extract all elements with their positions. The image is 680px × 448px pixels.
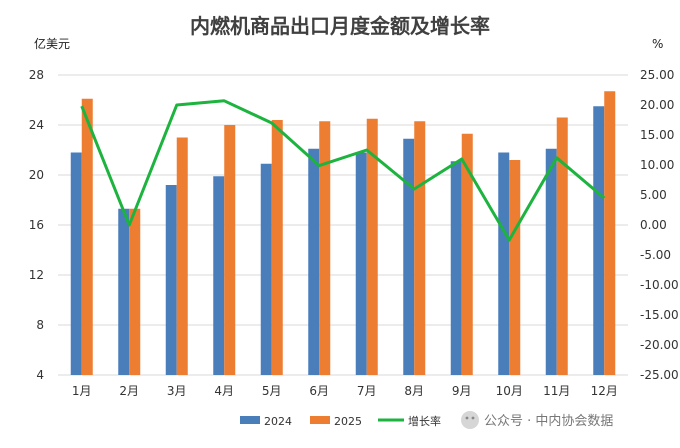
x-tick-label: 8月 bbox=[404, 384, 424, 398]
x-tick-label: 9月 bbox=[452, 384, 472, 398]
right-tick-label: 0.00 bbox=[640, 218, 667, 232]
growth-rate-line bbox=[80, 99, 606, 242]
left-tick-label: 4 bbox=[36, 368, 44, 382]
bar-2025-2月 bbox=[129, 208, 141, 375]
bar-2024-11月 bbox=[545, 148, 557, 375]
legend-label: 2025 bbox=[334, 415, 362, 428]
left-axis-unit: 亿美元 bbox=[34, 36, 70, 51]
bar-2025-6月 bbox=[319, 121, 331, 375]
left-tick-label: 20 bbox=[29, 168, 44, 182]
bar-2024-7月 bbox=[355, 152, 367, 375]
bar-2024-6月 bbox=[308, 148, 320, 375]
right-tick-label: 10.00 bbox=[640, 158, 674, 172]
x-tick-label: 5月 bbox=[262, 384, 282, 398]
bar-2025-4月 bbox=[224, 125, 236, 375]
watermark-text: 公众号 · 中内协会数据 bbox=[484, 413, 613, 429]
bar-2024-10月 bbox=[498, 152, 510, 375]
gridlines bbox=[58, 74, 628, 376]
bar-2025-11月 bbox=[556, 117, 568, 375]
legend-swatch bbox=[310, 416, 330, 424]
x-axis-ticks: 1月 2月 3月 4月 5月 6月 7月 8月 9月 10月 11月 12月 bbox=[72, 384, 618, 398]
x-tick-label: 1月 bbox=[72, 384, 92, 398]
right-tick-label: 15.00 bbox=[640, 128, 674, 142]
bar-2025-9月 bbox=[461, 133, 473, 375]
x-tick-label: 6月 bbox=[309, 384, 329, 398]
left-axis-ticks: 4 8 12 16 20 24 28 bbox=[29, 68, 44, 382]
right-tick-label: 25.00 bbox=[640, 68, 674, 82]
right-tick-label: -10.00 bbox=[640, 278, 679, 292]
x-tick-label: 4月 bbox=[214, 384, 234, 398]
right-tick-label: -25.00 bbox=[640, 368, 679, 382]
legend-swatch bbox=[240, 416, 260, 424]
bar-2024-4月 bbox=[213, 176, 225, 375]
x-tick-label: 7月 bbox=[357, 384, 377, 398]
bar-2025-10月 bbox=[509, 160, 521, 375]
right-tick-label: -15.00 bbox=[640, 308, 679, 322]
right-axis-unit: % bbox=[652, 37, 663, 51]
left-tick-label: 12 bbox=[29, 268, 44, 282]
x-tick-label: 3月 bbox=[167, 384, 187, 398]
bar-2024-1月 bbox=[70, 152, 82, 375]
x-tick-label: 12月 bbox=[591, 384, 618, 398]
bar-2024-12月 bbox=[593, 106, 605, 375]
x-tick-label: 2月 bbox=[119, 384, 139, 398]
bar-series bbox=[70, 91, 616, 375]
left-tick-label: 24 bbox=[29, 118, 44, 132]
bar-2024-3月 bbox=[165, 185, 177, 375]
bar-2024-9月 bbox=[450, 161, 462, 375]
right-axis-ticks: -25.00 -20.00 -15.00 -10.00 -5.00 0.00 5.00 10.… bbox=[640, 68, 679, 382]
right-tick-label: 20.00 bbox=[640, 98, 674, 112]
bar-2024-2月 bbox=[118, 208, 130, 375]
bar-2025-3月 bbox=[176, 137, 188, 375]
legend-label: 增长率 bbox=[408, 414, 441, 428]
bar-2025-5月 bbox=[271, 120, 283, 375]
legend-label: 2024 bbox=[264, 415, 292, 428]
left-tick-label: 16 bbox=[29, 218, 44, 232]
x-tick-label: 11月 bbox=[543, 384, 570, 398]
growth-line bbox=[80, 99, 606, 242]
bar-2024-8月 bbox=[403, 138, 415, 375]
watermark: 公众号 · 中内协会数据 bbox=[461, 411, 613, 429]
bar-2025-12月 bbox=[604, 91, 616, 375]
legend: 2024 2025 增长率 bbox=[240, 414, 441, 428]
bar-2025-8月 bbox=[414, 121, 426, 375]
right-tick-label: -5.00 bbox=[640, 248, 671, 262]
right-tick-label: 5.00 bbox=[640, 188, 667, 202]
left-tick-label: 8 bbox=[36, 318, 44, 332]
bar-2025-1月 bbox=[81, 98, 93, 375]
right-tick-label: -20.00 bbox=[640, 338, 679, 352]
x-tick-label: 10月 bbox=[496, 384, 523, 398]
chart-title: 内燃机商品出口月度金额及增长率 bbox=[190, 14, 490, 38]
bar-2024-5月 bbox=[260, 163, 272, 375]
left-tick-label: 28 bbox=[29, 68, 44, 82]
wechat-icon bbox=[461, 411, 479, 429]
bar-2025-7月 bbox=[366, 118, 378, 375]
